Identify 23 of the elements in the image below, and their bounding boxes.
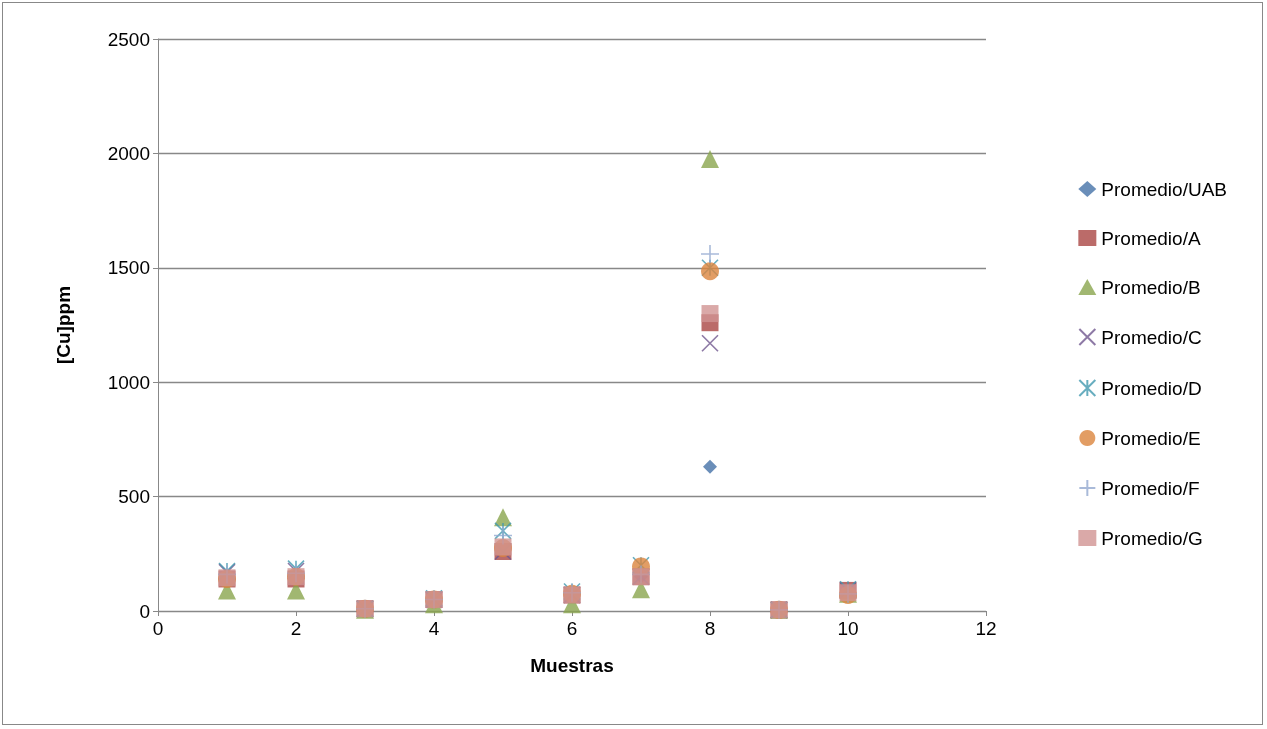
y-tick-label: 500	[118, 486, 150, 508]
x-tick-label: 6	[566, 618, 578, 639]
y-tick-label: 1500	[107, 257, 150, 279]
legend-label: Promedio/D	[1101, 377, 1202, 399]
y-tick-label: 2500	[107, 28, 150, 50]
legend-label: Promedio/F	[1101, 477, 1200, 499]
legend-label: Promedio/A	[1101, 227, 1201, 249]
legend-label: Promedio/E	[1101, 427, 1201, 449]
x-tick-label: 8	[704, 618, 716, 639]
x-tick-label: 0	[152, 618, 164, 639]
legend-label: Promedio/C	[1101, 326, 1202, 348]
x-tick-label: 4	[428, 618, 440, 639]
legend-label: Promedio/B	[1101, 276, 1201, 298]
y-tick-label: 0	[139, 600, 150, 622]
x-tick-label: 2	[290, 618, 302, 639]
y-tick-label: 2000	[107, 142, 150, 164]
x-tick-label: 12	[975, 618, 997, 639]
x-axis-title: Muestras	[530, 655, 614, 676]
y-axis-title: [Cu]ppm	[53, 285, 74, 365]
x-tick-label: 10	[837, 618, 859, 639]
y-tick-label: 1000	[107, 371, 150, 393]
legend-label: Promedio/UAB	[1101, 178, 1228, 200]
legend-label: Promedio/G	[1101, 527, 1203, 549]
